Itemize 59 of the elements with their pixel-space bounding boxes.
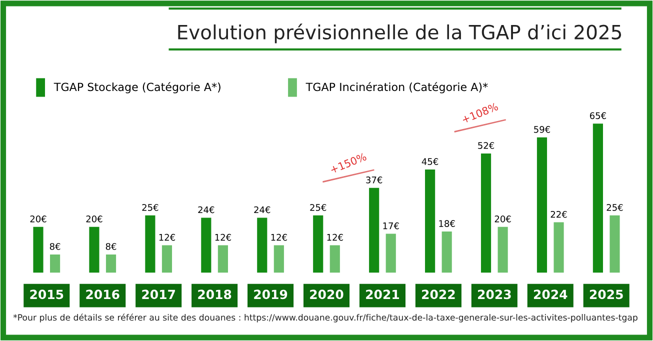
data-label: 25€ — [310, 204, 326, 211]
bar — [498, 226, 508, 273]
data-label: 18€ — [439, 220, 455, 227]
bar — [257, 218, 268, 273]
x-tick-label: 2025 — [590, 290, 623, 300]
bar — [50, 254, 60, 273]
bar — [33, 226, 44, 273]
bar — [386, 234, 396, 273]
x-tick-label: 2023 — [478, 290, 511, 300]
data-label: 17€ — [383, 222, 399, 230]
data-label: 8€ — [50, 243, 60, 250]
bar — [592, 124, 603, 273]
data-label: 59€ — [534, 126, 550, 133]
data-label: 52€ — [478, 142, 494, 149]
data-label: 12€ — [159, 234, 175, 241]
data-label: 12€ — [215, 234, 231, 241]
bar — [442, 231, 452, 273]
bar — [480, 153, 492, 273]
data-label: 45€ — [422, 158, 438, 165]
data-label: 8€ — [106, 243, 116, 250]
bar — [330, 245, 340, 273]
chart-title: Evolution prévisionnelle de la TGAP d’ici 2025 — [178, 24, 622, 44]
bar — [274, 245, 284, 273]
bar — [106, 254, 116, 273]
bar — [89, 226, 100, 273]
data-label: 12€ — [327, 234, 343, 241]
data-label: 24€ — [254, 206, 270, 214]
data-label: 22€ — [550, 210, 567, 218]
x-tick-label: 2018 — [198, 290, 232, 300]
text: *Pour plus de détails se référer au site des douanes : https://www.douane.gouv.fr/fiche/taux-de-la-taxe-generale-sur-les-activites-polluantes-tgap — [13, 314, 638, 322]
x-tick-label: 2020 — [310, 290, 344, 300]
data-label: 65€ — [590, 112, 606, 120]
bar — [201, 218, 212, 273]
data-label: 20€ — [86, 216, 102, 222]
x-tick-label: 2021 — [366, 290, 400, 300]
x-tick-label: 2024 — [534, 290, 568, 300]
bar — [313, 215, 324, 273]
data-label: 25€ — [142, 204, 158, 211]
bar — [145, 215, 156, 273]
x-tick-label: 2017 — [142, 290, 175, 300]
bar — [554, 222, 564, 273]
data-label: 12€ — [271, 234, 287, 241]
x-tick-label: 2016 — [86, 290, 120, 300]
data-label: 20€ — [30, 216, 46, 222]
x-tick-label: 2022 — [422, 290, 455, 300]
bar — [536, 137, 548, 273]
bar — [369, 188, 380, 273]
bar — [218, 245, 228, 273]
data-label: 20€ — [494, 216, 511, 222]
legend-label: TGAP Incinération (Catégorie A)* — [306, 82, 488, 94]
legend-label: TGAP Stockage (Catégorie A*) — [54, 82, 220, 94]
bar — [162, 245, 172, 273]
data-label: 24€ — [198, 206, 214, 214]
bar — [610, 215, 620, 273]
x-tick-label: 2015 — [30, 290, 64, 300]
data-label: 25€ — [606, 204, 623, 211]
x-tick-label: 2019 — [254, 290, 288, 300]
data-label: 37€ — [366, 176, 382, 184]
bar — [425, 170, 436, 273]
